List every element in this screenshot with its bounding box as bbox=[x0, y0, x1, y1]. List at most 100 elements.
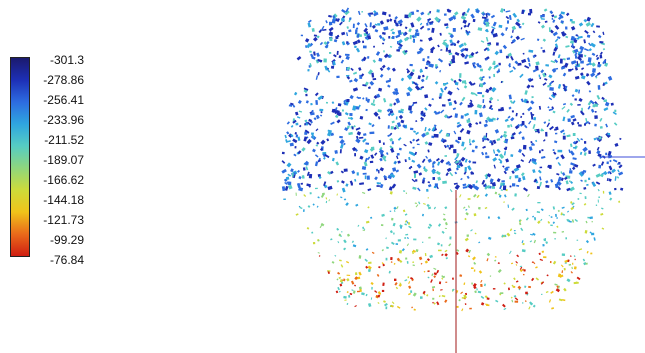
isosurface-splat bbox=[502, 133, 508, 138]
isosurface-splat bbox=[455, 167, 459, 171]
isosurface-splat bbox=[528, 120, 532, 125]
isosurface-splat bbox=[355, 27, 359, 30]
isosurface-splat bbox=[408, 281, 411, 285]
isosurface-splat bbox=[475, 180, 479, 184]
isosurface-splat bbox=[383, 53, 389, 59]
isosurface-splat bbox=[610, 102, 614, 106]
colorbar-tick-label: -233.96 bbox=[43, 113, 84, 127]
isosurface-splat bbox=[519, 73, 524, 78]
isosurface-splat bbox=[292, 119, 297, 124]
isosurface-splat bbox=[567, 210, 570, 213]
isosurface-splat bbox=[332, 60, 336, 66]
isosurface-splat bbox=[513, 232, 517, 235]
isosurface-splat bbox=[516, 254, 520, 258]
isosurface-splat bbox=[472, 62, 476, 65]
isosurface-splat bbox=[492, 157, 498, 162]
isosurface-splat bbox=[571, 219, 575, 223]
isosurface-splat bbox=[551, 17, 554, 20]
isosurface-splat bbox=[390, 241, 395, 245]
isosurface-splat bbox=[494, 129, 500, 134]
isosurface-splat bbox=[613, 122, 618, 126]
isosurface-splat bbox=[513, 277, 516, 281]
colorbar-ticks: -301.3 -278.86 -256.41 -233.96 -211.52 -… bbox=[36, 53, 96, 273]
isosurface-splat bbox=[304, 160, 310, 166]
isosurface-splat bbox=[390, 126, 394, 130]
isosurface-splat bbox=[571, 266, 573, 270]
isosurface-splat bbox=[349, 17, 352, 20]
isosurface-splat bbox=[383, 174, 388, 179]
isosurface-splat bbox=[442, 41, 448, 47]
isosurface-splat bbox=[406, 68, 411, 73]
isosurface-splat bbox=[427, 206, 432, 210]
isosurface-splat bbox=[461, 297, 465, 299]
3d-viewport[interactable] bbox=[262, 0, 645, 353]
isosurface-splat bbox=[468, 81, 474, 86]
isosurface-splat bbox=[465, 212, 469, 216]
isosurface-splat bbox=[406, 74, 413, 80]
isosurface-splat bbox=[370, 216, 373, 219]
isosurface-splat bbox=[487, 65, 493, 71]
isosurface-splat bbox=[312, 242, 316, 245]
isosurface-splat bbox=[456, 123, 462, 128]
isosurface-splat bbox=[490, 28, 495, 34]
isosurface-splat bbox=[464, 112, 470, 117]
isosurface-splat bbox=[607, 150, 612, 157]
isosurface-splat bbox=[359, 136, 364, 139]
isosurface-splat bbox=[503, 170, 507, 175]
isosurface-splat bbox=[586, 80, 591, 86]
isosurface-splat bbox=[336, 50, 339, 55]
isosurface-splat bbox=[533, 117, 537, 121]
isosurface-splat bbox=[352, 71, 358, 75]
isosurface-splat bbox=[431, 286, 436, 289]
isosurface-splat bbox=[584, 179, 587, 183]
isosurface-splat bbox=[545, 131, 548, 137]
isosurface-splat bbox=[480, 283, 483, 288]
isosurface-splat bbox=[442, 180, 447, 184]
isosurface-splat bbox=[379, 20, 385, 25]
isosurface-splat bbox=[448, 63, 452, 67]
isosurface-splat bbox=[434, 16, 440, 23]
isosurface-splat bbox=[376, 185, 380, 187]
isosurface-splat bbox=[294, 131, 297, 135]
isosurface-splat bbox=[438, 249, 442, 252]
isosurface-splat bbox=[515, 112, 518, 117]
isosurface-splat bbox=[492, 21, 497, 27]
isosurface-splat bbox=[405, 233, 409, 236]
isosurface-splat bbox=[485, 132, 488, 137]
isosurface-splat bbox=[438, 129, 443, 134]
isosurface-splat bbox=[548, 74, 553, 79]
isosurface-splat bbox=[346, 42, 350, 46]
isosurface-splat bbox=[592, 163, 596, 167]
isosurface-splat bbox=[464, 217, 467, 221]
isosurface-splat bbox=[339, 135, 343, 139]
isosurface-splat bbox=[556, 225, 559, 228]
isosurface-splat bbox=[481, 94, 485, 98]
isosurface-splat bbox=[437, 161, 441, 166]
isosurface-splat bbox=[349, 116, 354, 121]
isosurface-splat bbox=[396, 257, 401, 262]
isosurface-splat bbox=[458, 298, 461, 302]
isosurface-splat bbox=[546, 83, 552, 88]
isosurface-splat bbox=[411, 306, 413, 309]
isosurface-splat bbox=[414, 202, 417, 204]
isosurface-splat bbox=[354, 272, 358, 276]
isosurface-splat bbox=[498, 193, 501, 196]
isosurface-splat bbox=[354, 305, 357, 308]
isosurface-splat bbox=[361, 58, 365, 62]
isosurface-splat bbox=[607, 75, 613, 81]
isosurface-splat bbox=[561, 270, 564, 274]
isosurface-splat bbox=[459, 162, 464, 167]
isosurface-splat bbox=[461, 96, 466, 102]
isosurface-splat bbox=[346, 26, 349, 29]
isosurface-splat bbox=[560, 154, 565, 160]
isosurface-splat bbox=[576, 56, 583, 61]
isosurface-splat bbox=[433, 302, 436, 305]
isosurface-splat bbox=[560, 212, 563, 216]
isosurface-splat bbox=[543, 8, 548, 12]
isosurface-splat bbox=[310, 102, 313, 106]
isosurface-splat bbox=[488, 185, 492, 189]
isosurface-splat bbox=[542, 38, 547, 42]
isosurface-splat bbox=[443, 13, 447, 16]
isosurface-splat bbox=[516, 184, 520, 187]
isosurface-splat bbox=[595, 181, 601, 185]
